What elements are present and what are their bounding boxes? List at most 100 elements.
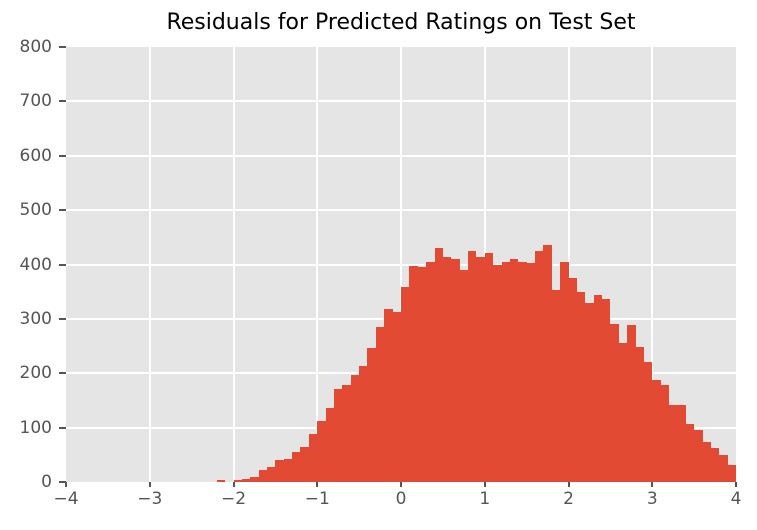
- x-tick-mark: [316, 482, 319, 487]
- y-tick-label: 700: [19, 91, 52, 112]
- y-tick-mark: [59, 209, 66, 212]
- histogram-bar: [602, 299, 610, 482]
- histogram-bar: [644, 362, 652, 482]
- histogram-bar: [661, 385, 669, 482]
- x-tick-label: −4: [53, 489, 79, 509]
- histogram-bar: [234, 480, 242, 482]
- histogram-bar: [669, 404, 677, 482]
- histogram-bar: [560, 261, 569, 482]
- histogram-bar: [393, 311, 401, 482]
- histogram-bar: [569, 277, 577, 482]
- y-tick-mark: [59, 263, 66, 266]
- histogram-bar: [728, 464, 736, 482]
- histogram-bar: [367, 347, 376, 482]
- histogram-bar: [493, 265, 502, 482]
- x-tick-mark: [735, 482, 737, 487]
- x-tick-label: 4: [730, 489, 742, 509]
- histogram-bar: [694, 429, 703, 482]
- histogram-bar: [426, 261, 435, 482]
- gridline-vertical: [400, 47, 402, 482]
- histogram-bar: [468, 250, 476, 482]
- histogram-bar: [577, 291, 585, 482]
- y-tick-mark: [59, 100, 66, 103]
- histogram-bar: [401, 287, 409, 482]
- histogram-bar: [250, 476, 259, 482]
- histogram-bar: [342, 385, 351, 482]
- histogram-bar: [510, 258, 518, 482]
- x-tick-mark: [232, 482, 235, 487]
- histogram-bar: [409, 265, 418, 482]
- y-tick-label: 400: [19, 254, 52, 275]
- gridline-vertical: [316, 47, 319, 482]
- histogram-bar: [443, 257, 451, 482]
- histogram-bar: [351, 375, 359, 482]
- histogram-bar: [610, 324, 619, 482]
- histogram-bar: [627, 324, 636, 482]
- histogram-bar: [317, 420, 326, 482]
- y-tick-label: 0: [41, 472, 52, 492]
- histogram-bar: [527, 262, 535, 482]
- histogram-bar: [594, 295, 602, 482]
- histogram-bar: [619, 343, 627, 482]
- histogram-bar: [677, 404, 686, 482]
- histogram-bar: [686, 424, 694, 482]
- histogram-bar: [719, 454, 728, 482]
- x-tick-label: −2: [220, 489, 247, 509]
- histogram-bar: [326, 408, 334, 482]
- histogram-bar: [275, 460, 284, 482]
- gridline-vertical: [148, 47, 151, 482]
- histogram-bar: [451, 259, 460, 482]
- gridline-vertical: [232, 47, 235, 482]
- y-tick-mark: [59, 46, 66, 48]
- y-tick-label: 100: [19, 417, 52, 438]
- x-tick-label: −1: [304, 489, 330, 509]
- x-tick-label: 0: [395, 489, 407, 509]
- x-tick-mark: [567, 482, 570, 487]
- histogram-bar: [284, 459, 292, 482]
- histogram-bar: [711, 448, 719, 482]
- histogram-bar: [435, 248, 443, 482]
- histogram-bar: [359, 365, 367, 482]
- histogram-bar: [376, 326, 384, 482]
- histogram-bar: [242, 479, 250, 482]
- x-tick-mark: [651, 482, 654, 487]
- histogram-bar: [460, 269, 468, 482]
- y-tick-mark: [59, 426, 66, 429]
- histogram-bar: [334, 388, 342, 482]
- y-tick-label: 300: [19, 308, 52, 329]
- histogram-bar: [418, 266, 426, 482]
- histogram-bar: [267, 467, 275, 482]
- y-tick-mark: [59, 154, 66, 157]
- x-tick-label: −3: [137, 489, 163, 509]
- histogram-bar: [585, 303, 594, 482]
- y-tick-label: 600: [19, 145, 52, 166]
- histogram-bar: [636, 346, 644, 482]
- histogram-bar: [485, 253, 493, 482]
- x-tick-mark: [483, 482, 486, 487]
- x-tick-mark: [148, 482, 151, 487]
- histogram-bar: [259, 469, 267, 482]
- histogram-bar: [309, 434, 317, 482]
- histogram-bar: [703, 442, 711, 482]
- y-tick-label: 500: [19, 200, 52, 221]
- histogram-bar: [476, 256, 485, 482]
- x-tick-mark: [400, 482, 402, 487]
- histogram-bar: [535, 250, 543, 482]
- chart-title: Residuals for Predicted Ratings on Test …: [166, 10, 636, 35]
- y-tick-label: 800: [19, 37, 52, 57]
- y-tick-mark: [59, 372, 66, 375]
- histogram-bar: [543, 244, 552, 482]
- histogram-bar: [502, 261, 510, 482]
- y-tick-label: 200: [19, 363, 52, 384]
- y-tick-mark: [59, 481, 66, 483]
- histogram-bar: [292, 451, 300, 482]
- x-tick-mark: [65, 482, 67, 487]
- histogram-bar: [518, 261, 527, 482]
- gridline-vertical: [651, 47, 654, 482]
- histogram-bar: [384, 308, 393, 482]
- y-tick-mark: [59, 317, 66, 320]
- histogram-bar: [217, 479, 225, 482]
- x-tick-label: 2: [563, 489, 574, 509]
- x-tick-label: 1: [479, 489, 491, 509]
